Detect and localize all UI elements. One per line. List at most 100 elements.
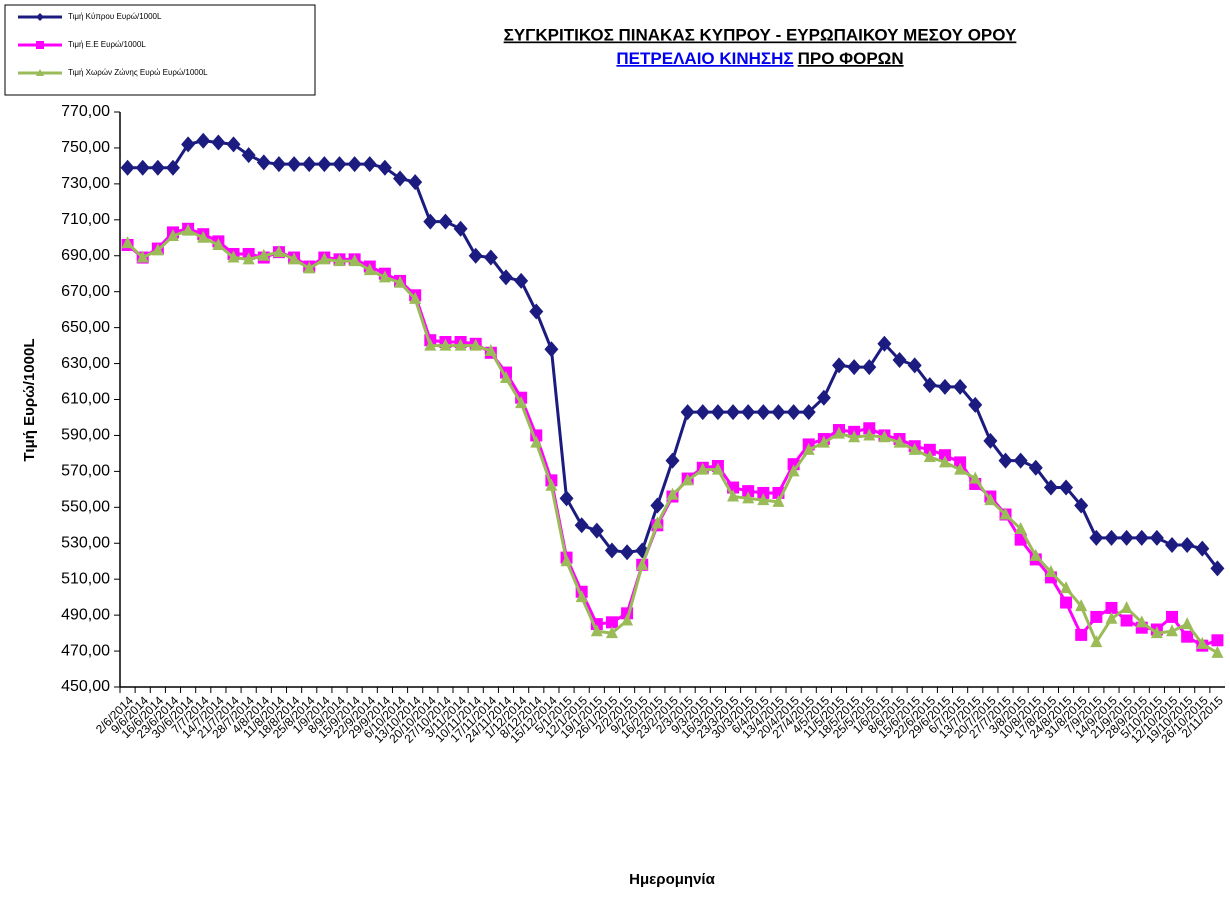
data-point	[302, 156, 317, 173]
data-point	[1166, 624, 1179, 637]
data-point	[348, 254, 361, 267]
legend-label: Τιμή Κύπρου Ευρώ/1000L	[68, 12, 162, 21]
data-point	[287, 156, 302, 173]
data-point	[120, 159, 135, 176]
data-point	[772, 494, 785, 507]
data-point	[620, 544, 635, 561]
data-point	[469, 338, 482, 351]
data-point	[468, 247, 483, 264]
data-point	[908, 442, 921, 455]
data-point	[1181, 630, 1194, 643]
data-point	[938, 449, 951, 462]
data-point	[969, 471, 982, 484]
data-point	[1060, 596, 1073, 609]
data-point	[271, 156, 286, 173]
data-point	[938, 455, 951, 468]
data-point	[241, 147, 256, 164]
data-point	[394, 275, 407, 288]
data-point	[953, 378, 968, 395]
data-point	[877, 335, 892, 352]
data-point	[1104, 529, 1119, 546]
y-tick-label: 450,00	[61, 678, 110, 695]
data-point	[1013, 452, 1028, 469]
data-point	[288, 252, 301, 265]
data-point	[832, 357, 847, 374]
data-point	[1119, 529, 1134, 546]
data-point	[181, 136, 196, 153]
data-point	[984, 493, 997, 506]
data-point	[1210, 560, 1225, 577]
data-point	[378, 270, 391, 283]
data-point	[771, 404, 786, 421]
data-point	[529, 303, 544, 320]
data-point	[742, 485, 755, 498]
data-point	[802, 442, 815, 455]
data-point	[363, 263, 376, 276]
legend-label: Τιμή Χωρών Ζώνης Ευρώ Ευρώ/1000L	[68, 68, 208, 77]
y-tick-label: 710,00	[61, 211, 110, 228]
data-point	[1089, 529, 1104, 546]
data-point	[453, 220, 468, 237]
data-point	[968, 396, 983, 413]
data-point	[333, 254, 346, 267]
data-point	[1211, 645, 1224, 658]
data-point	[135, 159, 150, 176]
data-point	[424, 338, 437, 351]
x-axis-label: Ημερομηνία	[629, 871, 715, 888]
chart-title: ΣΥΓΚΡΙΤΙΚΟΣ ΠΙΝΑΚΑΣ ΚΥΠΡΟΥ - ΕΥΡΩΠΑΙΚΟΥ …	[504, 25, 1017, 44]
subtitle-link[interactable]: ΠΕΤΡΕΛΑΙΟ ΚΙΝΗΣΗΣ	[616, 49, 793, 68]
data-point	[757, 486, 770, 499]
data-point	[484, 343, 497, 356]
data-point	[862, 359, 877, 376]
data-point	[1165, 537, 1180, 554]
data-point	[742, 491, 755, 504]
y-tick-label: 490,00	[61, 606, 110, 623]
data-point	[998, 452, 1013, 469]
data-point	[1060, 581, 1073, 594]
data-point	[150, 159, 165, 176]
data-point	[211, 134, 226, 151]
data-point	[801, 404, 816, 421]
data-point	[651, 516, 664, 529]
data-point	[816, 389, 831, 406]
data-point	[454, 338, 467, 351]
data-point	[1074, 497, 1089, 514]
data-point	[242, 252, 255, 265]
data-point	[817, 435, 830, 448]
chart-subtitle: ΠΕΤΡΕΛΑΙΟ ΚΙΝΗΣΗΣ ΠΡΟ ΦΟΡΩΝ	[616, 49, 903, 68]
y-tick-label: 610,00	[61, 391, 110, 408]
data-point	[257, 248, 270, 261]
y-tick-label: 590,00	[61, 427, 110, 444]
data-point	[1105, 601, 1118, 614]
data-point	[1090, 610, 1103, 623]
data-point	[1028, 459, 1043, 476]
data-point	[393, 170, 408, 187]
data-point	[847, 359, 862, 376]
data-point	[212, 237, 225, 250]
data-point	[515, 396, 528, 409]
data-point	[681, 473, 694, 486]
data-point	[499, 370, 512, 383]
data-point	[362, 156, 377, 173]
data-point	[589, 522, 604, 539]
legend-label: Τιμή Ε.Ε Ευρώ/1000L	[68, 40, 146, 49]
data-point	[256, 154, 271, 171]
data-point	[680, 404, 695, 421]
data-point	[1135, 615, 1148, 628]
data-point	[1075, 628, 1088, 641]
data-point	[1120, 614, 1133, 627]
data-point	[182, 223, 195, 236]
data-point	[923, 450, 936, 462]
data-point	[575, 590, 588, 603]
data-point	[833, 426, 846, 439]
data-point	[498, 269, 513, 286]
data-point	[197, 230, 210, 243]
data-point	[1196, 636, 1209, 649]
y-tick-label: 670,00	[61, 283, 110, 300]
data-point	[438, 213, 453, 230]
data-point	[710, 404, 725, 421]
data-point	[1075, 599, 1088, 612]
data-point	[227, 250, 240, 263]
data-point	[1120, 600, 1133, 613]
